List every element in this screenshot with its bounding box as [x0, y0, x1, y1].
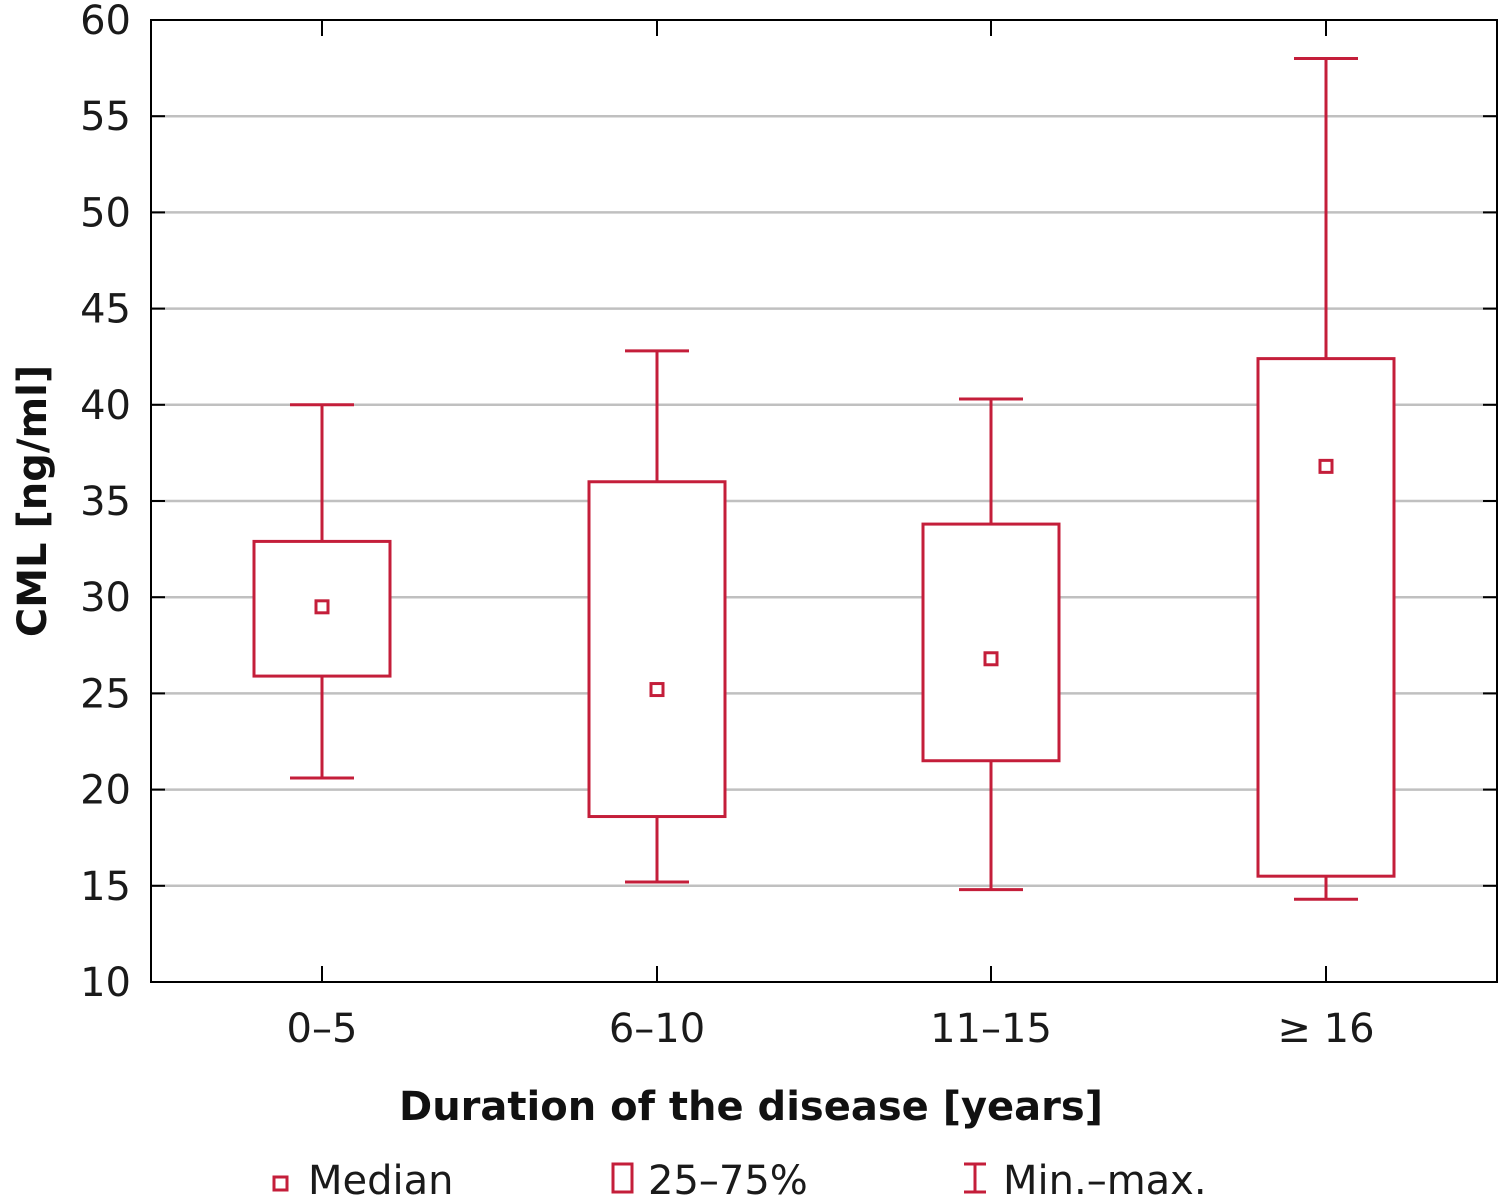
y-tick-label: 15 [80, 864, 131, 910]
median-marker [1318, 458, 1334, 474]
x-tick-label: 6–10 [609, 1006, 705, 1052]
y-tick-label: 30 [80, 575, 131, 621]
interquartile-box [252, 539, 392, 678]
box-group [921, 397, 1061, 892]
x-tick-label: ≥ 16 [1277, 1006, 1374, 1052]
legend-item-box: 25–75% [611, 1158, 808, 1196]
legend-label-median: Median [308, 1158, 454, 1196]
y-tick-label: 25 [80, 671, 131, 717]
legend-label-min-max: Min.–max. [1003, 1158, 1207, 1196]
interquartile-box [1256, 357, 1396, 878]
legend-item-median: Median [272, 1158, 454, 1196]
box-group [252, 403, 392, 780]
box-group [587, 349, 727, 884]
y-axis-title: CML [ng/ml] [10, 365, 56, 637]
y-axis: 10 15 20 25 30 35 40 45 50 55 60 [80, 0, 1497, 1006]
box-series [252, 56, 1396, 901]
legend-item-whisker: Min.–max. [964, 1158, 1207, 1196]
y-tick-label: 40 [80, 383, 131, 429]
y-tick-label: 60 [80, 0, 131, 44]
interquartile-box [921, 522, 1061, 763]
interquartile-box [587, 480, 727, 819]
whisker-symbol-icon [964, 1162, 986, 1194]
x-axis-title: Duration of the disease [years] [399, 1084, 1103, 1130]
legend: Median 25–75% Min.–max. [272, 1158, 1207, 1196]
median-marker [314, 599, 330, 615]
median-marker [983, 651, 999, 667]
x-axis: 0–5 6–10 11–15 ≥ 16 [287, 20, 1375, 1052]
y-tick-label: 10 [80, 960, 131, 1006]
x-tick-label: 11–15 [930, 1006, 1052, 1052]
x-tick-label: 0–5 [287, 1006, 358, 1052]
y-tick-label: 20 [80, 768, 131, 814]
y-tick-label: 50 [80, 190, 131, 236]
median-marker [649, 682, 665, 698]
y-tick-label: 55 [80, 94, 131, 140]
box-group [1256, 56, 1396, 901]
y-tick-label: 35 [80, 479, 131, 525]
y-tick-label: 45 [80, 287, 131, 333]
median-marker-icon [272, 1175, 289, 1192]
box-symbol-icon [611, 1162, 634, 1194]
legend-label-interquartile: 25–75% [648, 1158, 808, 1196]
